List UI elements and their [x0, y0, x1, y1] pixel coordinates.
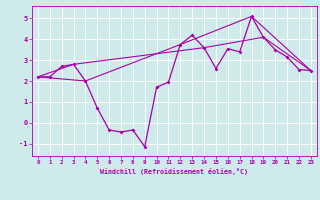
X-axis label: Windchill (Refroidissement éolien,°C): Windchill (Refroidissement éolien,°C) — [100, 168, 248, 175]
